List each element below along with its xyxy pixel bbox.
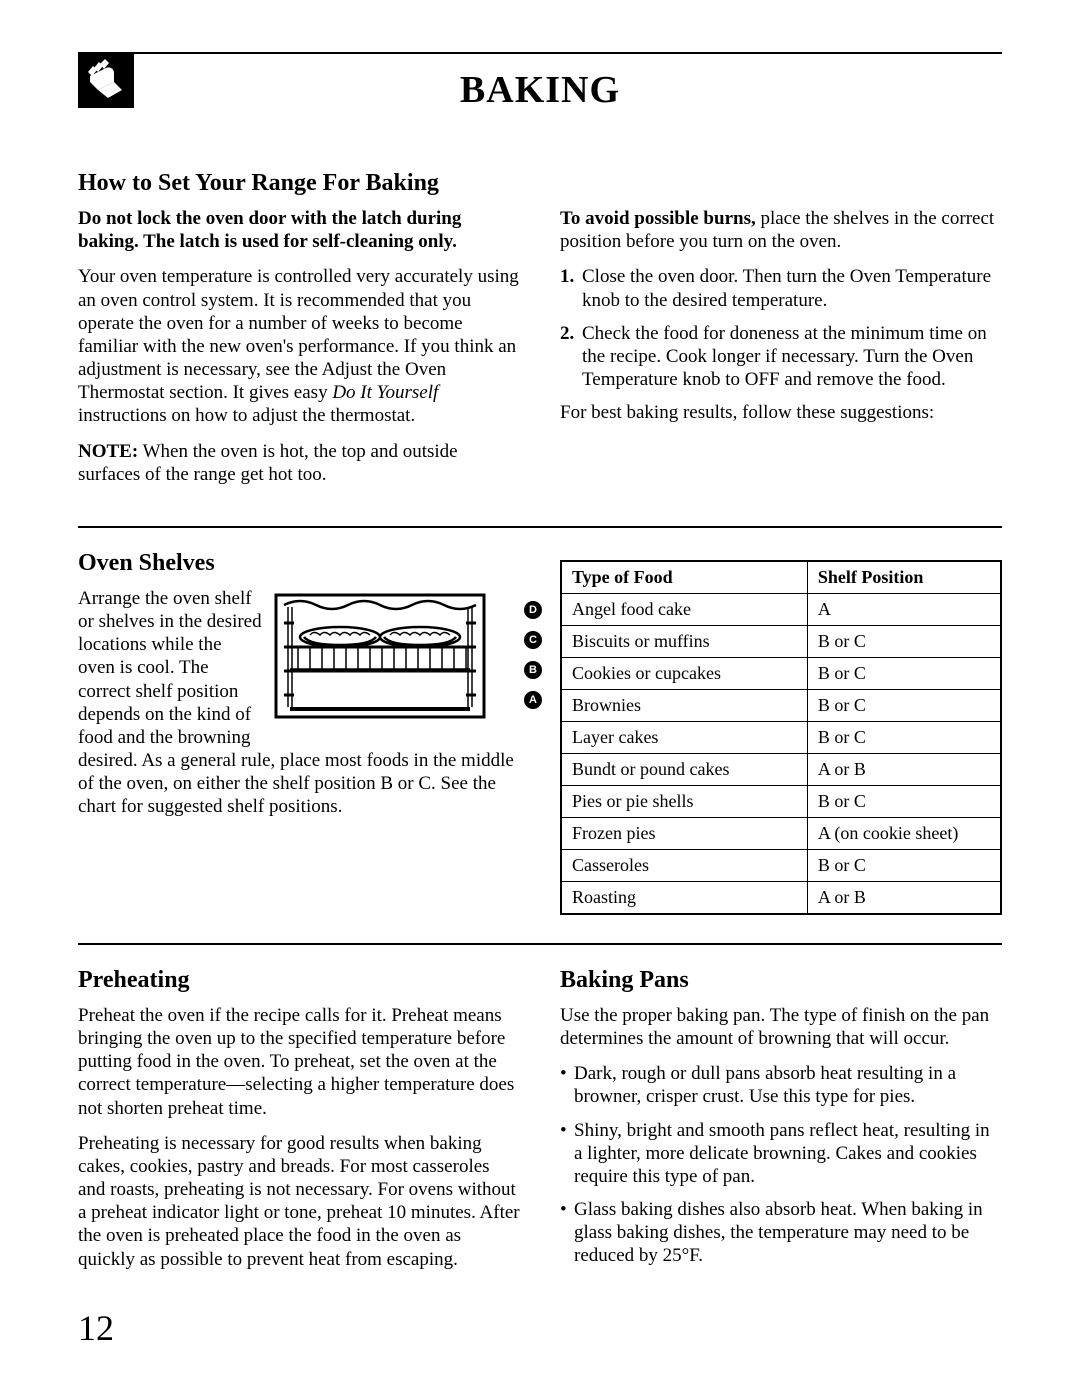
page-title: BAKING (78, 54, 1002, 140)
table-row: Cookies or cupcakesB or C (561, 657, 1001, 689)
table-row: CasserolesB or C (561, 849, 1001, 881)
steps-list: Close the oven door. Then turn the Oven … (560, 265, 1002, 391)
cell-pos: A (807, 593, 1001, 625)
cell-food: Cookies or cupcakes (561, 657, 807, 689)
step-2: Check the food for doneness at the minim… (560, 322, 1002, 392)
section-heading-baking-pans: Baking Pans (560, 967, 1002, 994)
cell-pos: A or B (807, 753, 1001, 785)
oven-diagram: D C B A (270, 587, 520, 727)
table-row: Frozen piesA (on cookie sheet) (561, 817, 1001, 849)
th-position: Shelf Position (807, 561, 1001, 594)
divider (78, 943, 1002, 945)
cell-pos: B or C (807, 689, 1001, 721)
section-oven-shelves: Oven Shelves (78, 550, 1002, 915)
cell-food: Bundt or pound cakes (561, 753, 807, 785)
table-row: Pies or pie shellsB or C (561, 785, 1001, 817)
cell-food: Angel food cake (561, 593, 807, 625)
section-heading-preheating: Preheating (78, 967, 520, 994)
text: instructions on how to adjust the thermo… (78, 405, 415, 426)
cell-food: Frozen pies (561, 817, 807, 849)
cell-food: Brownies (561, 689, 807, 721)
table-row: RoastingA or B (561, 881, 1001, 914)
tag-a: A (524, 691, 542, 709)
section-set-range: Do not lock the oven door with the latch… (78, 207, 1002, 498)
pans-bullets: Dark, rough or dull pans absorb heat res… (560, 1062, 1002, 1267)
header-bar: BAKING (78, 52, 1002, 140)
do-it-yourself: Do It Yourself (332, 382, 438, 403)
table-head-row: Type of Food Shelf Position (561, 561, 1001, 594)
section-heading-how-to-set: How to Set Your Range For Baking (78, 170, 1002, 197)
cell-pos: A (on cookie sheet) (807, 817, 1001, 849)
cell-pos: A or B (807, 881, 1001, 914)
table-row: BrowniesB or C (561, 689, 1001, 721)
section-preheating-pans: Preheating Preheat the oven if the recip… (78, 967, 1002, 1283)
col-left: Do not lock the oven door with the latch… (78, 207, 520, 498)
table-row: Bundt or pound cakesA or B (561, 753, 1001, 785)
bullet: Glass baking dishes also absorb heat. Wh… (560, 1198, 1002, 1268)
cell-pos: B or C (807, 849, 1001, 881)
col-left: Oven Shelves (78, 550, 520, 915)
oven-temp-paragraph: Your oven temperature is controlled very… (78, 265, 520, 427)
divider (78, 526, 1002, 528)
preheat-p1: Preheat the oven if the recipe calls for… (78, 1004, 520, 1120)
table-row: Biscuits or muffinsB or C (561, 625, 1001, 657)
page-number: 12 (78, 1307, 114, 1349)
th-food: Type of Food (561, 561, 807, 594)
burn-bold: To avoid possible burns, (560, 208, 756, 229)
col-left: Preheating Preheat the oven if the recip… (78, 967, 520, 1283)
bullet: Dark, rough or dull pans absorb heat res… (560, 1062, 1002, 1108)
cell-pos: B or C (807, 721, 1001, 753)
cell-pos: B or C (807, 625, 1001, 657)
text: Your oven temperature is controlled very… (78, 266, 519, 403)
table-row: Layer cakesB or C (561, 721, 1001, 753)
col-right: Type of Food Shelf Position Angel food c… (560, 550, 1002, 915)
bullet: Shiny, bright and smooth pans reflect he… (560, 1119, 1002, 1189)
section-heading-oven-shelves: Oven Shelves (78, 550, 520, 577)
note-label: NOTE: (78, 441, 138, 462)
cell-pos: B or C (807, 657, 1001, 689)
shelf-position-tags: D C B A (524, 601, 542, 709)
table-row: Angel food cakeA (561, 593, 1001, 625)
tag-c: C (524, 631, 542, 649)
cell-pos: B or C (807, 785, 1001, 817)
cell-food: Casseroles (561, 849, 807, 881)
cell-food: Biscuits or muffins (561, 625, 807, 657)
burn-warning: To avoid possible burns, place the shelv… (560, 207, 1002, 253)
cell-food: Pies or pie shells (561, 785, 807, 817)
shelf-position-table: Type of Food Shelf Position Angel food c… (560, 560, 1002, 915)
best-results: For best baking results, follow these su… (560, 401, 1002, 424)
step-1: Close the oven door. Then turn the Oven … (560, 265, 1002, 311)
col-right: Baking Pans Use the proper baking pan. T… (560, 967, 1002, 1283)
cell-food: Roasting (561, 881, 807, 914)
cell-food: Layer cakes (561, 721, 807, 753)
note-paragraph: NOTE: When the oven is hot, the top and … (78, 440, 520, 486)
preheat-p2: Preheating is necessary for good results… (78, 1132, 520, 1271)
tag-b: B (524, 661, 542, 679)
latch-warning: Do not lock the oven door with the latch… (78, 207, 520, 253)
pans-intro: Use the proper baking pan. The type of f… (560, 1004, 1002, 1050)
col-right: To avoid possible burns, place the shelv… (560, 207, 1002, 498)
table-body: Angel food cakeA Biscuits or muffinsB or… (561, 593, 1001, 914)
hand-wipe-icon (78, 52, 134, 108)
manual-page: BAKING How to Set Your Range For Baking … (0, 0, 1080, 1283)
tag-d: D (524, 601, 542, 619)
